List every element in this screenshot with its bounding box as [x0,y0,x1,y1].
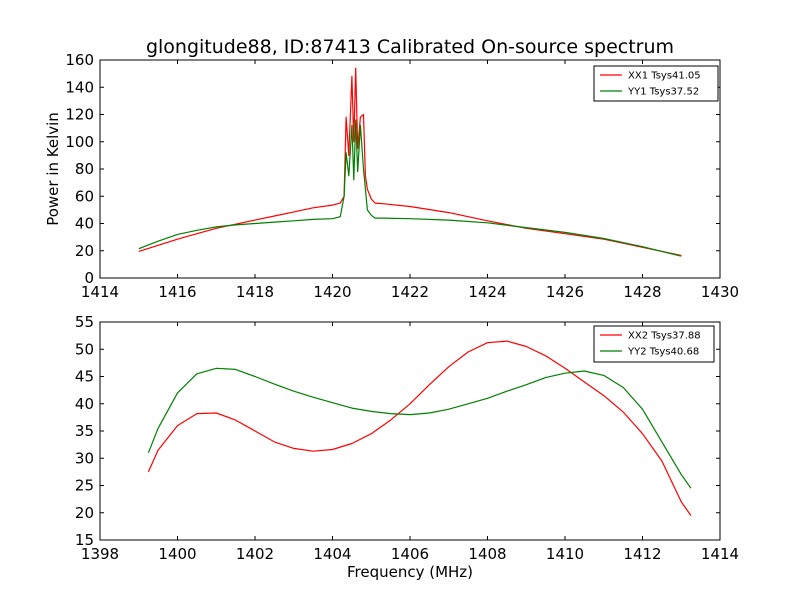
top-x-tick-label: 1418 [236,283,274,301]
top-y-tick-label: 160 [65,51,94,69]
bottom-series-line-1 [147,340,692,516]
top-x-tick-label: 1414 [81,283,119,301]
top-legend: XX1 Tsys41.05 YY1 Tsys37.52 [593,65,719,102]
top-x-tick-label: 1430 [701,283,739,301]
top-series-line-1 [138,67,682,257]
bottom-legend-box [593,325,715,363]
top-x-tick-label: 1428 [623,283,661,301]
bottom-x-tick-label: 1400 [158,545,196,563]
bottom-y-tick-label: 40 [75,395,94,413]
top-legend-box [593,65,719,102]
top-plot-frame [99,59,721,279]
bottom-y-tick-label: 55 [75,313,94,331]
top-y-axis-label: Power in Kelvin [44,112,62,226]
bottom-legend-label-2: YY2 Tsys40.68 [627,347,699,358]
bottom-x-tick-label: 1404 [313,545,351,563]
bottom-y-tick-label: 20 [75,504,94,522]
bottom-y-tick-label: 25 [75,477,94,495]
bottom-x-tick-label: 1414 [701,545,739,563]
top-y-tick-label: 40 [75,215,94,233]
top-y-tick-label: 120 [65,106,94,124]
bottom-y-tick-label: 35 [75,422,94,440]
top-legend-label-2: YY1 Tsys37.52 [627,87,699,98]
bottom-y-tick-label: 50 [75,340,94,358]
bottom-plot-frame [99,321,721,541]
bottom-x-axis-label: Frequency (MHz) [347,563,473,581]
top-y-tick-label: 80 [75,160,94,178]
bottom-legend: XX2 Tsys37.88 YY2 Tsys40.68 [593,325,715,363]
top-series-line-2 [138,119,682,257]
bottom-x-tick-label: 1412 [623,545,661,563]
top-x-tick-label: 1424 [468,283,506,301]
bottom-y-tick-label: 15 [75,531,94,549]
bottom-legend-label-1: XX2 Tsys37.88 [628,331,701,342]
bottom-x-tick-label: 1408 [468,545,506,563]
top-x-tick-label: 1426 [546,283,584,301]
top-y-tick-label: 100 [65,133,94,151]
top-y-tick-label: 140 [65,78,94,96]
bottom-x-tick-label: 1410 [546,545,584,563]
top-legend-label-1: XX1 Tsys41.05 [628,71,701,82]
bottom-y-tick-label: 45 [75,368,94,386]
top-x-tick-label: 1422 [391,283,429,301]
chart-title: glongitude88, ID:87413 Calibrated On-sou… [146,36,674,58]
top-y-tick-label: 0 [84,269,94,287]
bottom-y-tick-label: 30 [75,449,94,467]
top-y-tick-label: 60 [75,187,94,205]
top-x-tick-label: 1416 [158,283,196,301]
bottom-panel: 1398 1400 1402 1404 1406 1408 1410 1412 1414 15 20… [75,313,739,563]
bottom-x-tick-label: 1398 [81,545,119,563]
top-y-tick-label: 20 [75,242,94,260]
top-x-tick-label: 1420 [313,283,351,301]
top-panel: 1414 1416 1418 1420 1422 1424 1426 1428 1430 0 20 4… [65,51,739,301]
bottom-x-tick-label: 1402 [236,545,274,563]
bottom-series-line-2 [147,367,692,489]
bottom-x-tick-label: 1406 [391,545,429,563]
